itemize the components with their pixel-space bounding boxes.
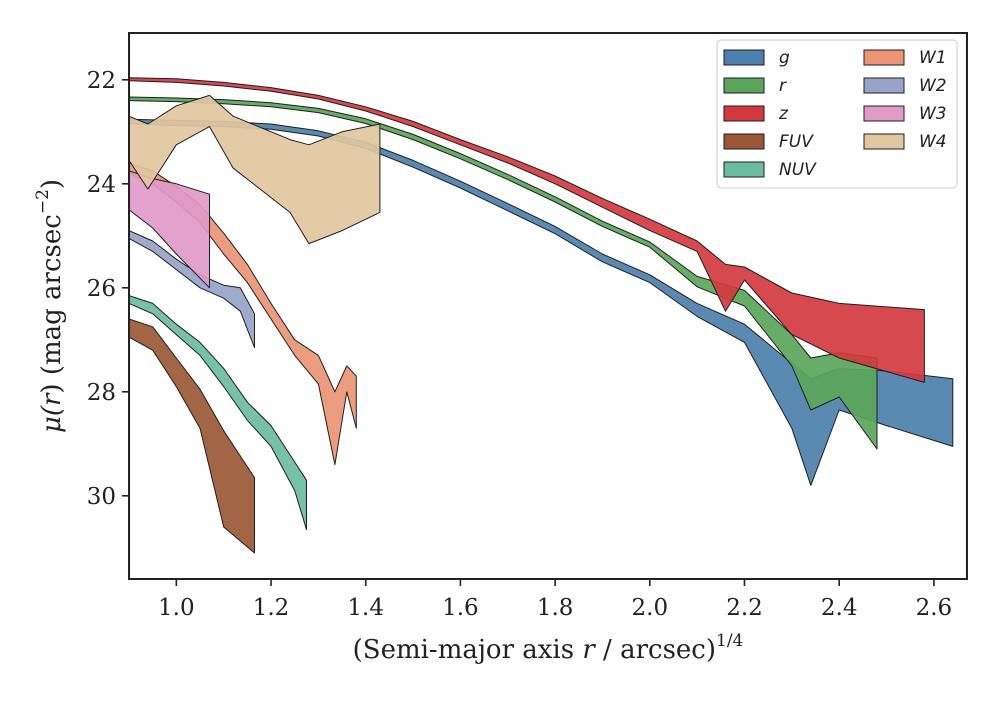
legend-label-w1: W1 bbox=[919, 48, 947, 68]
legend-label-g: g bbox=[779, 48, 790, 68]
band-z bbox=[129, 77, 925, 383]
x-tick-label: 2.6 bbox=[916, 595, 953, 621]
x-tick-label: 2.4 bbox=[821, 595, 858, 621]
legend-box bbox=[716, 39, 958, 189]
y-axis-label: μ(r) (mag arcsec−2) bbox=[33, 179, 67, 433]
legend-label-w2: W2 bbox=[919, 76, 947, 96]
y-tick-label: 28 bbox=[87, 380, 116, 406]
x-tick-label: 2.0 bbox=[632, 595, 669, 621]
y-tick-label: 26 bbox=[87, 276, 116, 302]
legend-swatch-fuv bbox=[723, 133, 765, 150]
y-tick-label: 30 bbox=[87, 484, 116, 510]
legend-swatch-nuv bbox=[723, 161, 765, 178]
x-tick-label: 1.4 bbox=[347, 595, 384, 621]
legend-swatch-w1 bbox=[863, 49, 905, 66]
band-r bbox=[129, 96, 878, 450]
legend-swatch-w2 bbox=[863, 77, 905, 94]
band-w3 bbox=[129, 170, 210, 289]
y-tick-label: 22 bbox=[87, 68, 116, 94]
data-bands bbox=[129, 77, 954, 554]
band-nuv bbox=[129, 295, 307, 531]
band-fuv bbox=[129, 318, 255, 554]
legend-label-z: z bbox=[778, 104, 789, 124]
x-tick-label: 2.2 bbox=[726, 595, 763, 621]
y-tick-label: 24 bbox=[87, 172, 116, 198]
y-axis-ticks: 22 24 26 28 30 bbox=[87, 68, 129, 510]
legend-label-fuv: FUV bbox=[779, 132, 814, 152]
legend-label-nuv: NUV bbox=[779, 160, 817, 180]
legend-swatch-r bbox=[723, 77, 765, 94]
legend-label-w3: W3 bbox=[919, 104, 947, 124]
x-tick-label: 1.0 bbox=[158, 595, 195, 621]
legend-swatch-w4 bbox=[863, 133, 905, 150]
legend-swatch-w3 bbox=[863, 105, 905, 122]
plot-frame bbox=[128, 32, 968, 580]
x-tick-label: 1.6 bbox=[442, 595, 479, 621]
x-axis-ticks: 1.0 1.2 1.4 1.6 1.8 2.0 2.2 2.4 2.6 bbox=[158, 579, 952, 621]
legend: grz FUV NUV W1 W2 W3 W4 bbox=[716, 39, 958, 189]
x-tick-label: 1.2 bbox=[253, 595, 290, 621]
band-w2 bbox=[129, 230, 255, 349]
legend-label-w4: W4 bbox=[919, 132, 947, 152]
legend-label-r: r bbox=[779, 76, 787, 96]
band-w4 bbox=[129, 94, 381, 245]
legend-swatch-g bbox=[723, 49, 765, 66]
x-tick-label: 1.8 bbox=[537, 595, 574, 621]
x-axis-label: (Semi-major axis r / arcsec)1/4 bbox=[353, 631, 744, 665]
legend-swatch-z bbox=[723, 105, 765, 122]
band-g bbox=[129, 118, 954, 486]
